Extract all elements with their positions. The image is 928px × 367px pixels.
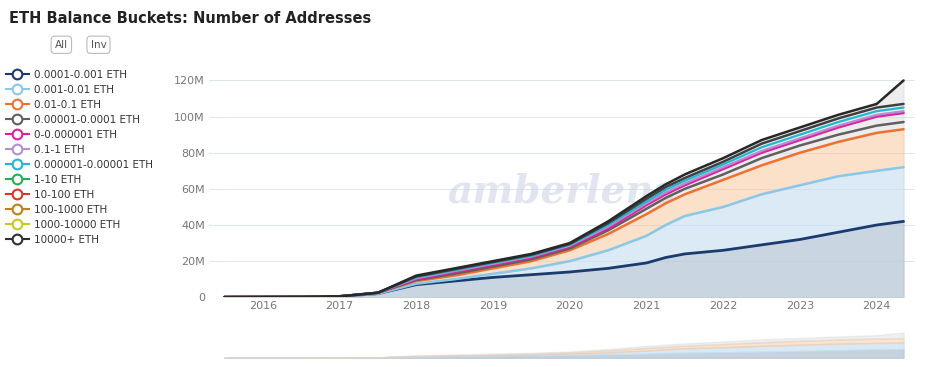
Text: Inv: Inv — [91, 40, 106, 50]
Text: All: All — [55, 40, 68, 50]
Text: amberlens: amberlens — [447, 172, 676, 211]
Text: ETH Balance Buckets: Number of Addresses: ETH Balance Buckets: Number of Addresses — [9, 11, 371, 26]
Legend: 0.0001-0.001 ETH, 0.001-0.01 ETH, 0.01-0.1 ETH, 0.00001-0.0001 ETH, 0-0.000001 E: 0.0001-0.001 ETH, 0.001-0.01 ETH, 0.01-0… — [6, 70, 153, 245]
